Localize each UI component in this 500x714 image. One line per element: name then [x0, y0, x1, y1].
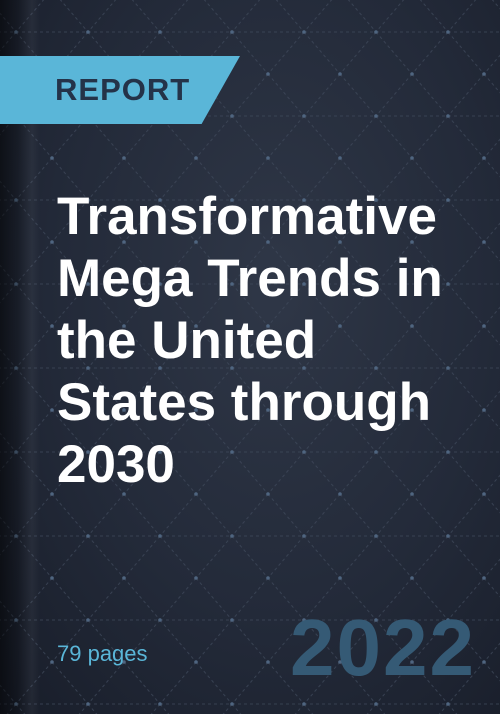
report-label: REPORT	[55, 72, 191, 107]
title-line: 2030	[57, 435, 175, 494]
publication-year: 2022	[290, 603, 476, 692]
title-line: Transformative	[57, 187, 437, 246]
title-line: States through	[57, 373, 431, 432]
title-line: the United	[57, 311, 317, 370]
page-count: 79 pages	[57, 641, 148, 666]
title-line: Mega Trends in	[57, 249, 443, 308]
report-ribbon	[0, 56, 240, 124]
report-title: Transformative Mega Trends in the United…	[57, 186, 487, 496]
